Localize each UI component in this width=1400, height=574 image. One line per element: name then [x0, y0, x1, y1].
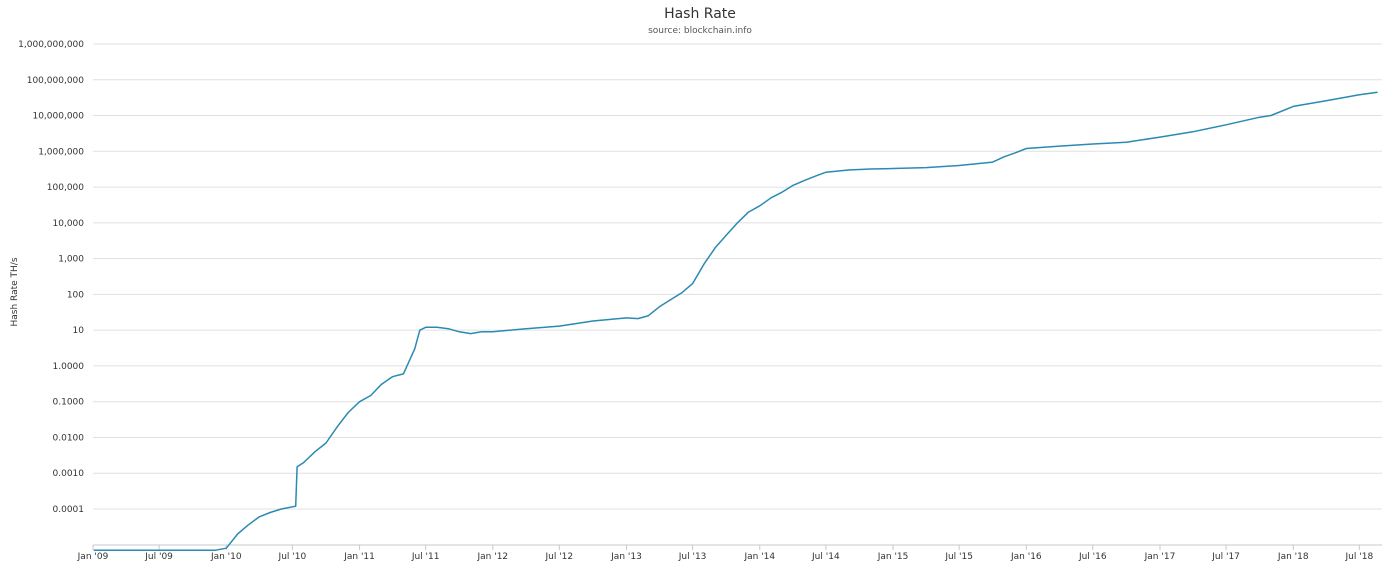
- x-tick-label: Jul '09: [144, 552, 173, 562]
- y-tick-label: 100: [67, 290, 84, 300]
- x-tick-label: Jul '17: [1211, 552, 1240, 562]
- x-tick-label: Jan '14: [743, 552, 775, 562]
- y-tick-label: 1,000: [58, 255, 84, 265]
- x-tick-label: Jul '18: [1345, 552, 1374, 562]
- chart-subtitle: source: blockchain.info: [648, 26, 752, 36]
- y-tick-label: 10,000: [53, 219, 85, 229]
- y-axis-label: Hash Rate TH/s: [10, 257, 20, 326]
- y-tick-label: 0.0100: [53, 433, 85, 443]
- grid-lines: [93, 43, 1382, 510]
- y-axis-ticks: 0.0001 0.0010 0.0100 0.1000 1.0000 10 100 1,000…: [18, 40, 84, 515]
- y-tick-label: 1,000,000,000: [18, 40, 84, 50]
- x-tick-label: Jul '11: [411, 552, 440, 562]
- x-tick-label: Jul '13: [678, 552, 707, 562]
- x-tick-label: Jan '10: [210, 552, 242, 562]
- y-tick-label: 100,000,000: [27, 76, 85, 86]
- x-tick-label: Jan '18: [1277, 552, 1309, 562]
- y-tick-label: 10,000,000: [32, 112, 84, 122]
- x-tick-label: Jan '11: [343, 552, 375, 562]
- x-tick-label: Jul '15: [944, 552, 973, 562]
- x-tick-label: Jul '14: [811, 552, 840, 562]
- x-tick-label: Jan '13: [610, 552, 642, 562]
- y-tick-label: 0.0001: [53, 505, 85, 515]
- x-tick-label: Jan '17: [1144, 552, 1176, 562]
- x-tick-label: Jan '09: [77, 552, 109, 562]
- y-tick-label: 0.1000: [53, 398, 85, 408]
- x-tick-label: Jan '12: [477, 552, 509, 562]
- x-tick-label: Jul '16: [1078, 552, 1107, 562]
- series-line: [93, 91, 1378, 552]
- y-tick-label: 1.0000: [53, 362, 85, 372]
- x-tick-label: Jan '15: [877, 552, 909, 562]
- chart-title: Hash Rate: [664, 6, 736, 22]
- y-tick-label: 10: [73, 326, 85, 336]
- y-tick-label: 0.0010: [53, 469, 85, 479]
- x-tick-label: Jan '16: [1010, 552, 1042, 562]
- series-layer: [93, 91, 1378, 552]
- x-axis-ticks: Jan '09 Jul '09 Jan '10 Jul '10 Jan '11 Jul '…: [77, 545, 1374, 562]
- x-tick-label: Jul '10: [278, 552, 307, 562]
- y-tick-label: 1,000,000: [38, 147, 84, 157]
- y-tick-label: 100,000: [47, 183, 84, 193]
- x-tick-label: Jul '12: [544, 552, 573, 562]
